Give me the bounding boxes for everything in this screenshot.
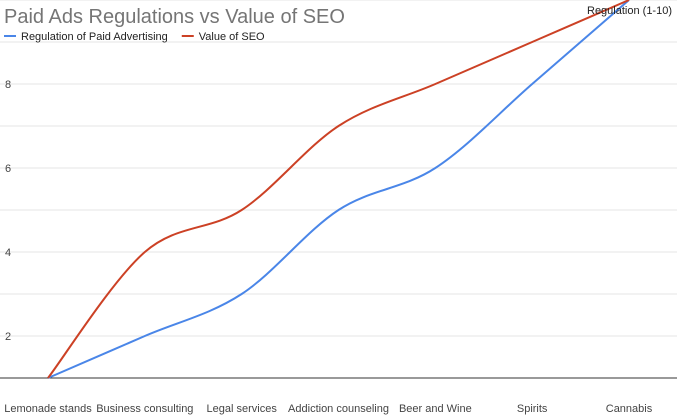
- y-axis-title: Regulation (1-10): [587, 5, 672, 17]
- x-axis-tick-labels: Lemonade stands Business consulting Legal …: [4, 403, 652, 415]
- x-tick-label: Cannabis: [606, 403, 653, 415]
- legend-label: Value of SEO: [199, 31, 265, 43]
- legend-label: Regulation of Paid Advertising: [21, 31, 168, 43]
- x-tick-label: Spirits: [517, 403, 548, 415]
- series-line-2: [47, 0, 630, 379]
- series-line-1: [47, 0, 630, 379]
- y-tick-label: 2: [5, 331, 11, 343]
- y-tick-label: 6: [5, 163, 11, 175]
- x-tick-label: Beer and Wine: [399, 403, 472, 415]
- gridlines: [0, 0, 677, 379]
- x-tick-label: Legal services: [207, 403, 278, 415]
- series-lines: [47, 0, 630, 379]
- x-tick-label: Lemonade stands: [4, 403, 92, 415]
- legend: Regulation of Paid Advertising Value of S…: [4, 31, 265, 43]
- x-tick-label: Business consulting: [96, 403, 193, 415]
- y-axis-tick-labels: 2 4 6 8: [5, 79, 11, 343]
- y-tick-label: 4: [5, 247, 11, 259]
- chart-title: Paid Ads Regulations vs Value of SEO: [4, 6, 345, 28]
- y-tick-label: 8: [5, 79, 11, 91]
- x-tick-label: Addiction counseling: [288, 403, 389, 415]
